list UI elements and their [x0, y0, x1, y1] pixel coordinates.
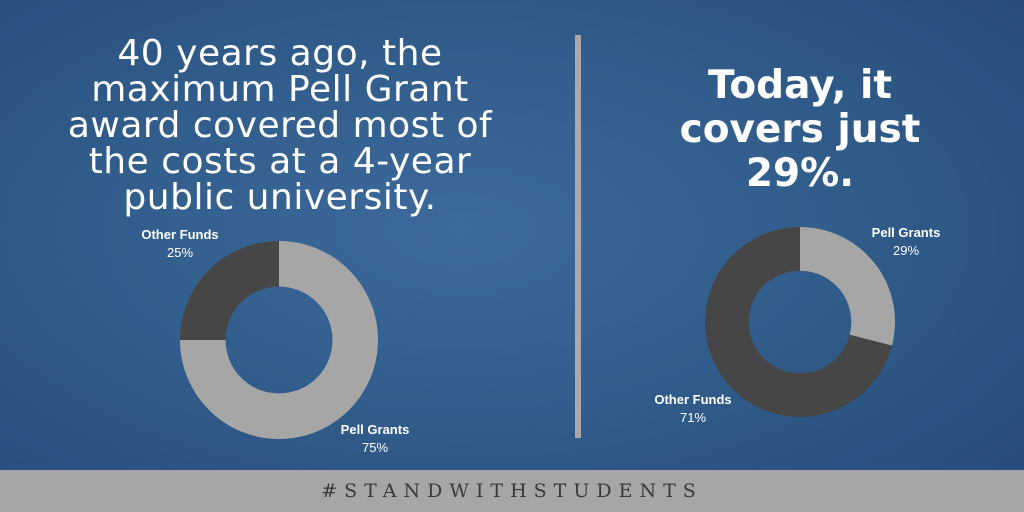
right-headline: Today, it covers just 29%.	[620, 64, 980, 196]
right-label-pell-grants: Pell Grants 29%	[866, 224, 946, 260]
left-headline-line: public university.	[123, 177, 437, 218]
donut-slice-other-funds	[705, 227, 893, 417]
slice-percent: 25%	[166, 245, 194, 260]
donut-slice-other-funds	[180, 241, 279, 340]
donut-slice-pell-grants	[180, 241, 378, 439]
vertical-divider	[575, 35, 581, 438]
slice-name: Other Funds	[141, 227, 219, 242]
left-headline-line: 40 years ago, the	[117, 33, 443, 74]
donut-slice-pell-grants	[800, 227, 895, 346]
hashtag-text: #STANDWITHSTUDENTS	[321, 480, 703, 502]
left-headline-line: the costs at a 4-year	[88, 141, 472, 182]
left-headline: 40 years ago, the maximum Pell Grant awa…	[30, 36, 530, 216]
slice-name: Other Funds	[654, 392, 732, 407]
left-donut-chart	[180, 241, 378, 439]
left-label-other-funds: Other Funds 25%	[140, 226, 220, 262]
right-donut-chart	[705, 227, 895, 417]
right-label-other-funds: Other Funds 71%	[648, 391, 738, 427]
right-headline-line: Today, it	[707, 63, 893, 108]
slice-percent: 75%	[361, 440, 389, 455]
slice-name: Pell Grants	[340, 422, 410, 437]
right-headline-line: 29%.	[745, 151, 855, 196]
footer-banner: #STANDWITHSTUDENTS	[0, 470, 1024, 512]
left-headline-line: maximum Pell Grant	[91, 69, 469, 110]
left-headline-line: award covered most of	[67, 105, 493, 146]
slice-percent: 71%	[679, 410, 707, 425]
right-headline-line: covers just	[679, 107, 921, 152]
left-label-pell-grants: Pell Grants 75%	[335, 421, 415, 457]
slice-name: Pell Grants	[871, 225, 941, 240]
slice-percent: 29%	[892, 243, 920, 258]
